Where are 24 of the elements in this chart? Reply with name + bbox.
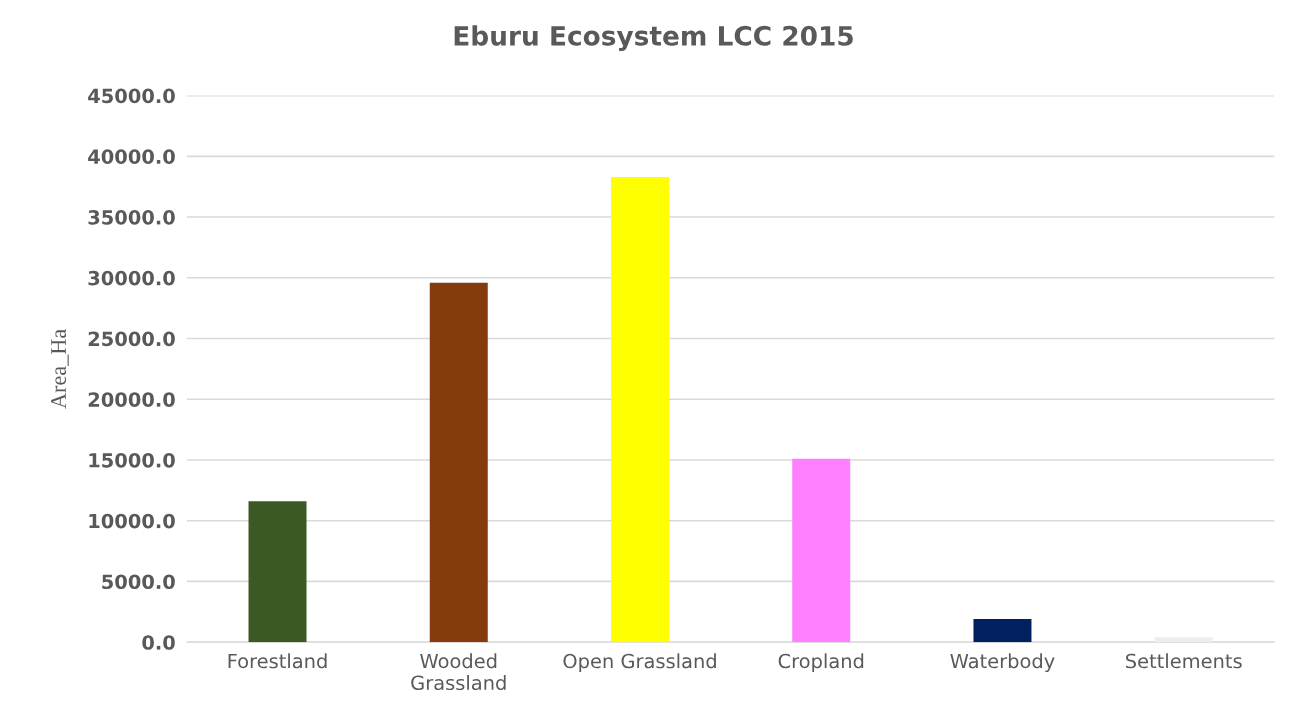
x-tick-label: Cropland: [778, 653, 864, 673]
x-tick-label: Open Grassland: [563, 653, 716, 673]
y-tick-label: 20000.0: [88, 392, 175, 407]
y-tick-label: 10000.0: [89, 513, 175, 529]
bar: [1154, 637, 1213, 643]
bar: [792, 458, 851, 643]
y-tick-label: 40000.0: [88, 149, 175, 164]
bar: [973, 619, 1032, 643]
y-tick-label: 25000.0: [88, 331, 175, 347]
y-tick-label: 45000.0: [88, 88, 175, 104]
bar: [611, 176, 669, 643]
y-tick-label: 35000.0: [88, 210, 175, 225]
bar: [429, 282, 488, 643]
chart-title: Eburu Ecosystem LCC 2015: [454, 25, 853, 52]
x-tick-label: Wooded Grassland: [411, 653, 506, 691]
x-tick-label: Forestland: [228, 653, 327, 669]
x-tick-label: Waterbody: [950, 653, 1055, 673]
y-tick-label: 15000.0: [89, 452, 175, 468]
bar: [248, 501, 307, 643]
y-tick-label: 5000.0: [102, 574, 175, 590]
y-tick-label: 0.0: [142, 635, 175, 650]
y-axis-title: Area_Ha: [51, 329, 69, 409]
x-tick-label: Settlements: [1126, 653, 1242, 669]
y-tick-label: 30000.0: [88, 270, 175, 286]
